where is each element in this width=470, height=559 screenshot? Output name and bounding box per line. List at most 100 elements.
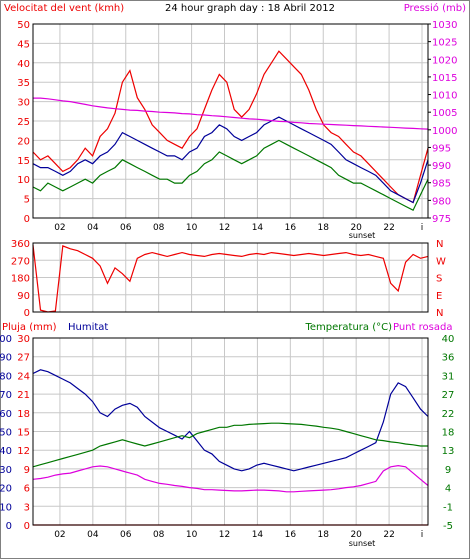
lower-x-tick-label: 16: [285, 530, 297, 540]
wind-series-line-magenta: [33, 97, 429, 130]
direction-tick-label: 180: [11, 274, 30, 285]
lower-x-tick-label: 04: [87, 530, 99, 540]
wind-speed-tick-label: 25: [17, 117, 30, 128]
wind-speed-axis-label: Velocitat del vent (kmh): [4, 3, 124, 14]
direction-tick-label: 360: [11, 239, 30, 250]
humidity-tick-label: 40: [0, 446, 12, 457]
wind-x-tick-label: 02: [54, 223, 65, 233]
lower-x-tick-label: 18: [318, 530, 330, 540]
humidity-tick-label: 90: [0, 353, 12, 364]
wind-x-tick-label: 08: [153, 223, 165, 233]
pressure-tick-label: 1015: [432, 73, 457, 84]
lower-series-line-green: [32, 422, 428, 468]
temperature-tick-label: 22: [442, 409, 455, 420]
temperature-tick-label: -1: [443, 502, 453, 513]
humidity-tick-label: 10: [0, 502, 12, 513]
wind-series-line-green: [32, 139, 429, 212]
wind-speed-tick-label: 20: [17, 136, 30, 147]
compass-label: S: [436, 274, 442, 285]
rain-tick-label: 9: [24, 465, 30, 476]
rain-tick-label: 15: [17, 428, 30, 439]
pressure-tick-label: 1005: [432, 108, 457, 119]
humidity-tick-label: 60: [0, 409, 12, 420]
wind-sunset-label: sunset: [349, 231, 376, 240]
rain-tick-label: 24: [17, 371, 30, 382]
wind-x-tick-label: 04: [87, 223, 99, 233]
temperature-tick-label: 27: [442, 390, 455, 401]
humidity-tick-label: 0: [6, 521, 12, 532]
rain-tick-label: 12: [17, 446, 30, 457]
humidity-tick-label: 30: [0, 465, 12, 476]
lower-x-tick-label: 14: [252, 530, 264, 540]
lower-x-tick-label: 22: [383, 530, 394, 540]
wind-speed-tick-label: 0: [24, 214, 30, 225]
rain-tick-label: 0: [24, 521, 30, 532]
wind-plot-frame: [32, 23, 429, 219]
rain-tick-label: 30: [17, 334, 30, 345]
temperature-tick-label: 40: [442, 334, 455, 345]
lower-x-tick-label: 06: [120, 530, 132, 540]
wind-direction-line: [32, 244, 429, 313]
pressure-tick-label: 980: [432, 196, 451, 207]
wind-x-tick-label: 12: [219, 223, 230, 233]
wind-x-tick-label: 20: [350, 223, 362, 233]
wind-speed-tick-label: 45: [17, 39, 30, 50]
chart-title: 24 hour graph day : 18 Abril 2012: [165, 3, 335, 14]
wind-x-tick-label: i: [421, 223, 424, 233]
pressure-tick-label: 995: [432, 143, 451, 154]
direction-tick-label: 0: [24, 308, 30, 319]
humidity-tick-label: 50: [0, 428, 12, 439]
compass-label: N: [436, 239, 443, 250]
wind-series-line-red: [32, 50, 429, 204]
wind-speed-tick-label: 15: [17, 156, 30, 167]
humidity-tick-label: 100: [0, 334, 12, 345]
wind-x-tick-label: 18: [318, 223, 330, 233]
temperature-tick-label: 18: [442, 428, 455, 439]
rain-axis-label: Pluja (mm): [2, 322, 57, 333]
wind-speed-tick-label: 10: [17, 175, 30, 186]
pressure-tick-label: 975: [432, 214, 451, 225]
direction-plot-frame: [32, 242, 429, 313]
wind-series-line-blue: [32, 116, 429, 204]
humidity-axis-label: Humitat: [68, 322, 108, 333]
lower-x-tick-label: i: [421, 530, 424, 540]
temperature-tick-label: 4: [445, 484, 451, 495]
lower-series-line-blue: [32, 369, 429, 472]
compass-label: W: [436, 256, 446, 267]
lower-x-tick-label: 12: [219, 530, 230, 540]
humidity-tick-label: 70: [0, 390, 12, 401]
lower-plot-frame: [32, 337, 429, 526]
wind-speed-tick-label: 40: [17, 59, 30, 70]
direction-tick-label: 90: [17, 291, 30, 302]
pressure-axis-label: Pressió (mb): [404, 2, 466, 14]
lower-series-line-magenta: [32, 464, 429, 493]
pressure-tick-label: 1030: [432, 20, 457, 31]
dew-point-axis-label: Punt rosada: [393, 322, 452, 333]
wind-x-tick-label: 06: [120, 223, 132, 233]
pressure-tick-label: 1010: [432, 91, 457, 102]
lower-sunset-label: sunset: [349, 539, 376, 548]
compass-label: N: [436, 308, 443, 319]
temperature-tick-label: 13: [442, 446, 455, 457]
lower-x-tick-label: 20: [350, 530, 362, 540]
temperature-tick-label: 9: [445, 465, 451, 476]
lower-x-tick-label: 08: [153, 530, 165, 540]
wind-x-tick-label: 22: [383, 223, 394, 233]
rain-tick-label: 27: [17, 353, 30, 364]
rain-tick-label: 21: [17, 390, 30, 401]
lower-x-tick-label: 10: [186, 530, 198, 540]
wind-x-tick-label: 14: [252, 223, 264, 233]
wind-x-tick-label: 16: [285, 223, 297, 233]
direction-tick-label: 270: [11, 256, 30, 267]
humidity-tick-label: 20: [0, 484, 12, 495]
rain-tick-label: 6: [24, 484, 30, 495]
rain-tick-label: 3: [24, 502, 30, 513]
pressure-tick-label: 1020: [432, 55, 457, 66]
pressure-tick-label: 1025: [432, 38, 457, 49]
wind-speed-tick-label: 5: [24, 195, 30, 206]
pressure-tick-label: 990: [432, 161, 451, 172]
temperature-tick-label: 36: [442, 353, 455, 364]
lower-x-tick-label: 02: [54, 530, 65, 540]
